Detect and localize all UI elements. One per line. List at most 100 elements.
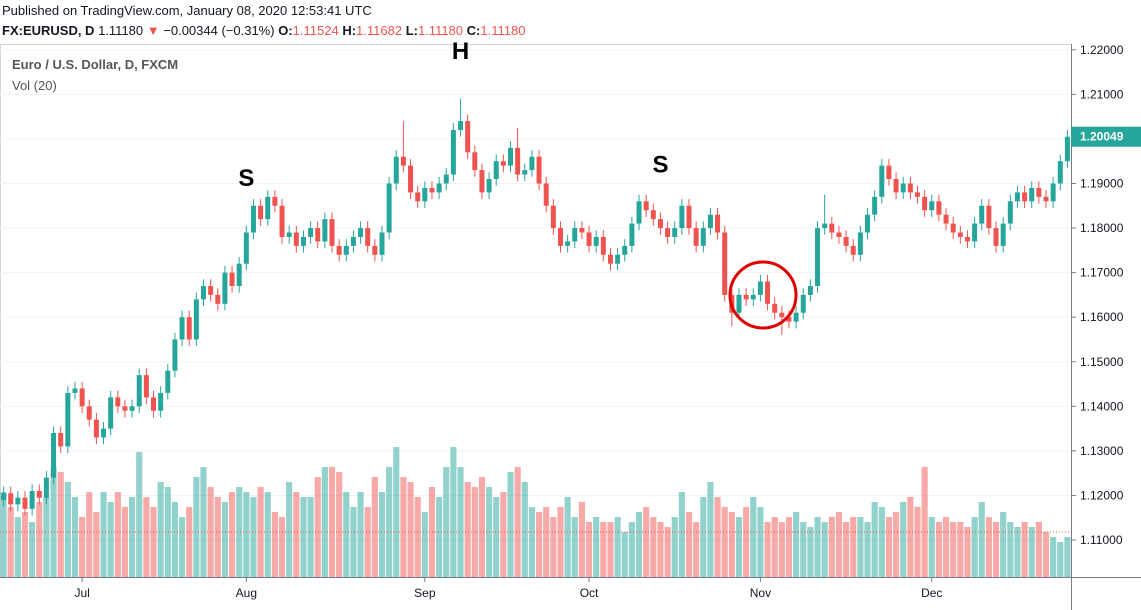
chart-title: Euro / U.S. Dollar, D, FXCM — [12, 57, 178, 72]
volume-bar — [664, 527, 671, 577]
volume-bar — [0, 492, 7, 577]
volume-bar — [585, 522, 593, 577]
candle-body — [329, 219, 335, 246]
volume-bar — [428, 487, 436, 577]
volume-bar — [957, 522, 964, 577]
grid — [0, 49, 1071, 541]
volume-bar — [271, 512, 278, 577]
volume-bar — [14, 517, 21, 577]
volume-bar — [864, 522, 871, 577]
candle-body — [607, 254, 613, 264]
candle-body — [486, 179, 492, 193]
candle-body — [529, 156, 535, 171]
x-tick-label: Dec — [921, 586, 942, 600]
volume-bar — [278, 517, 286, 577]
candle-body — [600, 236, 606, 255]
volume-bar — [793, 512, 800, 577]
candle-body — [15, 497, 21, 505]
volume-bar — [343, 492, 350, 577]
volume-bar — [464, 482, 471, 577]
y-tick-label: 1.18000 — [1080, 221, 1124, 235]
volume-bar — [386, 467, 393, 577]
volume-bar — [714, 497, 721, 577]
volume-bar — [621, 532, 628, 577]
x-tick-label: Sep — [414, 586, 436, 600]
x-tick-label: Nov — [750, 586, 771, 600]
volume-bar — [328, 467, 336, 577]
c-value: 1.11180 — [480, 23, 526, 38]
volume-bar — [143, 497, 150, 577]
volume-bar — [942, 517, 950, 577]
candle-body — [393, 156, 399, 184]
candle-body — [900, 183, 906, 193]
candle-body — [151, 397, 157, 411]
candle-body — [293, 232, 299, 246]
candle-body — [101, 428, 107, 438]
volume-bar — [850, 517, 857, 577]
candle-body — [750, 294, 756, 300]
volume-bar — [550, 517, 557, 577]
volume-bar — [814, 517, 821, 577]
volume-bar — [771, 517, 778, 577]
candle-body — [622, 245, 628, 255]
candle-body — [29, 490, 35, 509]
candle-body — [436, 183, 442, 193]
candle-body — [8, 493, 14, 505]
volume-bar — [393, 447, 400, 577]
volume-bar — [321, 467, 328, 577]
volume-bar — [878, 507, 885, 577]
volume-bar — [835, 512, 843, 577]
volume-bar — [1000, 512, 1007, 577]
published: Published on TradingView.com, January 08… — [2, 3, 372, 18]
symbol-line: FX:EURUSD, D 1.11180 ▼ −0.00344 (−0.31%)… — [2, 23, 525, 38]
volume-bar — [543, 507, 550, 577]
volume-bar — [728, 512, 735, 577]
candle-body — [165, 370, 171, 393]
volume-bar — [600, 522, 607, 577]
h-value: 1.11682 — [356, 23, 403, 38]
volume-bar — [964, 527, 971, 577]
volume-bar — [843, 522, 850, 577]
volume-bar — [521, 482, 528, 577]
candle-body — [964, 236, 970, 242]
volume-bar — [893, 512, 900, 577]
candle-body — [843, 236, 849, 246]
volume-bar — [86, 492, 93, 577]
volume-bar — [136, 452, 143, 577]
candle-body — [772, 303, 778, 313]
volume-bar — [228, 492, 236, 577]
candle-body — [672, 228, 678, 237]
volume-bar — [1007, 522, 1014, 577]
volume-bar — [500, 492, 507, 577]
volume-bar — [871, 502, 878, 577]
candle-body — [236, 263, 242, 286]
candle-body — [657, 219, 663, 229]
volume-bar — [357, 492, 364, 577]
candle-body — [972, 223, 978, 242]
candle-body — [957, 232, 963, 237]
candle-body — [679, 205, 685, 229]
volume-bar — [293, 492, 300, 577]
candle-body — [493, 161, 499, 180]
candle-body — [250, 205, 256, 233]
candle-body — [365, 228, 371, 246]
volume-bar — [93, 512, 100, 577]
candle-body — [736, 294, 742, 313]
candle-body — [815, 228, 821, 286]
volume-bar — [578, 502, 585, 577]
volume-bar — [807, 527, 814, 577]
candle-body — [465, 121, 471, 153]
volume-bar — [528, 507, 535, 577]
candle-body — [929, 201, 935, 211]
volume-bar — [107, 502, 114, 577]
candle-body — [829, 223, 835, 233]
volume-bar — [371, 477, 378, 577]
candle-body — [343, 245, 349, 255]
candle-body — [936, 201, 942, 215]
volume-bar — [650, 517, 657, 577]
candle-body — [208, 285, 214, 295]
volume-bar — [100, 492, 107, 577]
volume-bar — [57, 472, 64, 577]
o-value: 1.11524 — [292, 23, 339, 38]
volume-bar — [414, 497, 421, 577]
